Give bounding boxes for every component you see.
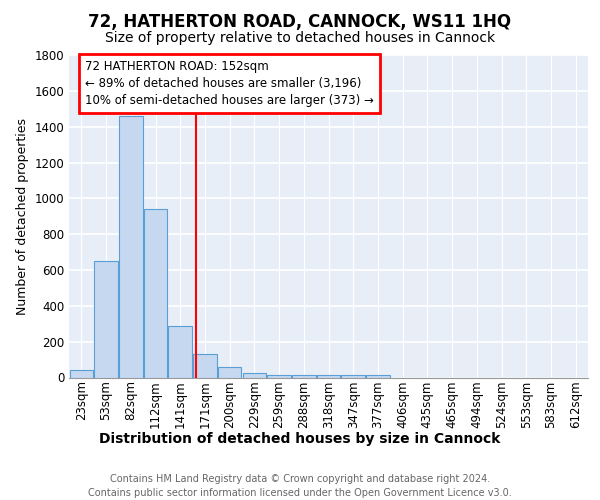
Bar (366, 375, 389, 378)
Bar (218, 367, 241, 378)
Text: 72, HATHERTON ROAD, CANNOCK, WS11 1HQ: 72, HATHERTON ROAD, CANNOCK, WS11 1HQ (88, 12, 512, 30)
Bar (94, 261, 118, 378)
Text: Contains public sector information licensed under the Open Government Licence v3: Contains public sector information licen… (88, 488, 512, 498)
Bar (169, 326, 192, 378)
Text: 72 HATHERTON ROAD: 152sqm
← 89% of detached houses are smaller (3,196)
10% of se: 72 HATHERTON ROAD: 152sqm ← 89% of detac… (85, 60, 374, 108)
Bar (144, 209, 167, 378)
Text: Contains HM Land Registry data © Crown copyright and database right 2024.: Contains HM Land Registry data © Crown c… (110, 474, 490, 484)
Text: Size of property relative to detached houses in Cannock: Size of property relative to detached ho… (105, 31, 495, 45)
Bar (193, 354, 217, 378)
Bar (292, 375, 316, 378)
Bar (119, 116, 143, 378)
Bar (341, 375, 365, 378)
Bar (242, 373, 266, 378)
Text: Distribution of detached houses by size in Cannock: Distribution of detached houses by size … (100, 432, 500, 446)
Bar (317, 375, 340, 378)
Bar (70, 370, 93, 378)
Y-axis label: Number of detached properties: Number of detached properties (16, 118, 29, 315)
Bar (268, 375, 291, 378)
